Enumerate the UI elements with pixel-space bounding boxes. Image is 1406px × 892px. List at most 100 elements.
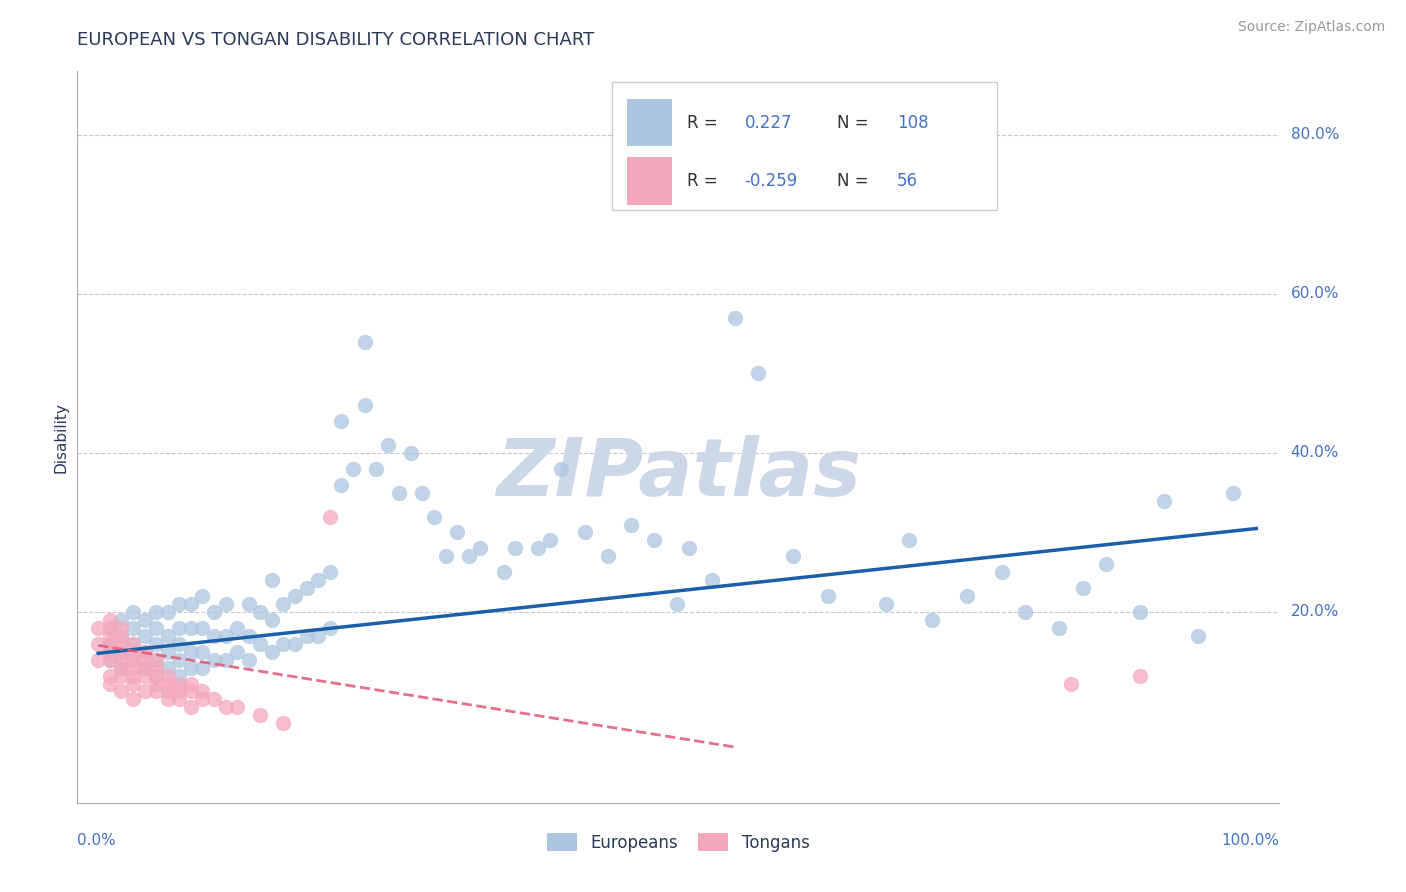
Point	[180, 597, 202, 611]
Text: 0.227: 0.227	[745, 113, 792, 131]
Point	[342, 462, 364, 476]
Point	[98, 637, 121, 651]
FancyBboxPatch shape	[627, 99, 672, 146]
Point	[98, 621, 121, 635]
Point	[87, 653, 110, 667]
Point	[377, 438, 399, 452]
Point	[238, 629, 260, 643]
Point	[724, 310, 747, 325]
Text: -0.259: -0.259	[745, 172, 797, 190]
Point	[167, 597, 190, 611]
Point	[110, 645, 132, 659]
Point	[156, 629, 179, 643]
Y-axis label: Disability: Disability	[53, 401, 69, 473]
Point	[167, 684, 190, 698]
Point	[260, 645, 283, 659]
Point	[1060, 676, 1083, 690]
Point	[156, 645, 179, 659]
Point	[700, 573, 723, 587]
Point	[98, 613, 121, 627]
Point	[122, 668, 145, 682]
Point	[134, 668, 156, 682]
Point	[470, 541, 492, 556]
Point	[319, 566, 342, 580]
Point	[191, 684, 214, 698]
Point	[1187, 629, 1209, 643]
Point	[1014, 605, 1036, 619]
Point	[782, 549, 804, 564]
Point	[110, 613, 132, 627]
Point	[214, 700, 236, 714]
Point	[921, 613, 943, 627]
Text: 108: 108	[897, 113, 929, 131]
Point	[122, 637, 145, 651]
Point	[423, 509, 446, 524]
Point	[1222, 485, 1244, 500]
Point	[156, 676, 179, 690]
Point	[295, 629, 318, 643]
Point	[202, 629, 225, 643]
Point	[353, 398, 375, 412]
Point	[434, 549, 457, 564]
Point	[122, 660, 145, 674]
Point	[446, 525, 468, 540]
Point	[260, 613, 283, 627]
Point	[134, 645, 156, 659]
Point	[110, 629, 132, 643]
Text: ZIPatlas: ZIPatlas	[496, 434, 860, 513]
Point	[990, 566, 1012, 580]
Point	[817, 589, 839, 603]
Point	[122, 653, 145, 667]
Point	[145, 653, 167, 667]
Point	[643, 533, 665, 548]
Point	[1071, 581, 1094, 595]
Point	[191, 621, 214, 635]
Point	[122, 637, 145, 651]
Point	[319, 621, 342, 635]
Point	[226, 645, 249, 659]
Point	[191, 589, 214, 603]
Point	[110, 660, 132, 674]
Text: 60.0%: 60.0%	[1291, 286, 1339, 301]
Point	[110, 660, 132, 674]
Point	[110, 629, 132, 643]
Point	[98, 668, 121, 682]
Text: R =: R =	[686, 172, 723, 190]
Point	[596, 549, 619, 564]
Point	[284, 637, 307, 651]
Point	[98, 676, 121, 690]
Point	[122, 653, 145, 667]
Point	[249, 637, 271, 651]
Point	[492, 566, 515, 580]
Point	[98, 637, 121, 651]
Point	[273, 597, 295, 611]
Point	[273, 716, 295, 731]
Point	[411, 485, 433, 500]
Point	[122, 645, 145, 659]
Point	[98, 621, 121, 635]
Point	[167, 637, 190, 651]
Point	[897, 533, 920, 548]
Point	[260, 573, 283, 587]
Point	[145, 668, 167, 682]
FancyBboxPatch shape	[612, 82, 997, 211]
Point	[156, 668, 179, 682]
Point	[110, 637, 132, 651]
Point	[180, 700, 202, 714]
Point	[134, 645, 156, 659]
Point	[110, 645, 132, 659]
Point	[191, 692, 214, 706]
Point	[145, 668, 167, 682]
Point	[1094, 558, 1116, 572]
Point	[307, 573, 329, 587]
Text: R =: R =	[686, 113, 723, 131]
Point	[167, 676, 190, 690]
Point	[319, 509, 342, 524]
Point	[145, 621, 167, 635]
Point	[284, 589, 307, 603]
Point	[145, 684, 167, 698]
Point	[180, 645, 202, 659]
Point	[110, 684, 132, 698]
Point	[134, 660, 156, 674]
Point	[202, 692, 225, 706]
